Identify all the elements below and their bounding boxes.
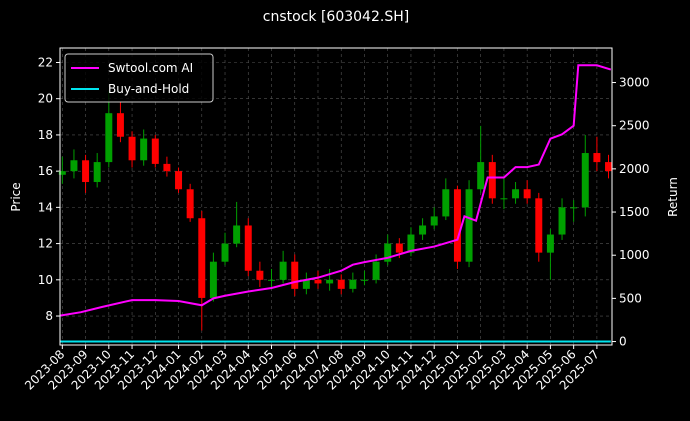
candle-body: [326, 279, 334, 284]
candle-body: [430, 216, 438, 226]
candle-body: [221, 243, 229, 262]
candle-body: [593, 153, 601, 163]
candle-body: [372, 261, 380, 280]
legend-box: [64, 53, 214, 103]
candle-body: [140, 138, 148, 161]
candle-body: [500, 198, 508, 200]
candle-body: [291, 261, 299, 289]
series-line: [59, 64, 612, 317]
candle-body: [116, 113, 124, 137]
candle-body: [535, 198, 543, 253]
candle-body: [384, 243, 392, 262]
y-tick-label: 22: [38, 55, 53, 69]
y-tick-label: 12: [38, 237, 53, 251]
candle-body: [442, 189, 450, 217]
y2-tick-label: 3000: [619, 76, 650, 90]
y-axis-label: Price: [9, 182, 23, 211]
candle-body: [407, 234, 415, 253]
candle-body: [605, 162, 612, 172]
candle-body: [337, 279, 345, 289]
candle-body: [465, 189, 473, 262]
candle-body: [419, 225, 427, 235]
candle-body: [558, 207, 566, 235]
candle-body: [128, 136, 136, 161]
legend: Swtool.com AI Buy-and-Hold: [64, 53, 214, 103]
candle-body: [70, 160, 78, 172]
y-tick-label: 16: [38, 164, 53, 178]
candle-body: [186, 189, 194, 219]
candle-body: [209, 261, 217, 298]
candle-body: [268, 279, 275, 281]
candle-body: [360, 279, 368, 281]
legend-label: Swtool.com AI: [108, 61, 193, 75]
y2-tick-label: 1500: [619, 205, 650, 219]
candle-body: [163, 163, 171, 172]
candle-body: [151, 138, 159, 164]
y-tick-label: 18: [38, 128, 53, 142]
candle-body: [453, 189, 461, 262]
candle-body: [477, 162, 485, 190]
candle-body: [58, 171, 66, 175]
y2-tick-label: 2000: [619, 162, 650, 176]
candle-body: [523, 189, 531, 199]
y2-tick-label: 500: [619, 291, 642, 305]
candle-body: [198, 218, 206, 298]
y2-tick-label: 0: [619, 335, 627, 349]
candle-body: [349, 279, 357, 289]
y-tick-label: 10: [38, 273, 53, 287]
y2-axis-label: Return: [666, 177, 680, 217]
candle-body: [244, 225, 252, 271]
legend-label: Buy-and-Hold: [108, 82, 189, 96]
y-tick-label: 8: [45, 309, 53, 323]
candle-body: [395, 243, 403, 253]
chart-title: cnstock [603042.SH]: [263, 9, 409, 25]
y2-tick-label: 1000: [619, 248, 650, 262]
candle-body: [93, 162, 101, 183]
candle-body: [233, 225, 241, 244]
candle-body: [546, 234, 554, 253]
y2-tick-label: 2500: [619, 119, 650, 133]
candle-body: [314, 279, 322, 284]
candle-body: [82, 160, 90, 183]
candle-body: [581, 153, 589, 208]
candle-body: [279, 261, 287, 280]
candle-body: [256, 270, 264, 280]
candle-body: [105, 113, 113, 163]
candle-body: [488, 162, 496, 199]
y-tick-label: 14: [38, 200, 53, 214]
y-tick-label: 20: [38, 92, 53, 106]
candle-body: [512, 189, 520, 199]
plot-frame: [59, 47, 613, 346]
candle-body: [570, 207, 578, 209]
candle-body: [175, 171, 183, 190]
candle-body: [302, 279, 310, 289]
